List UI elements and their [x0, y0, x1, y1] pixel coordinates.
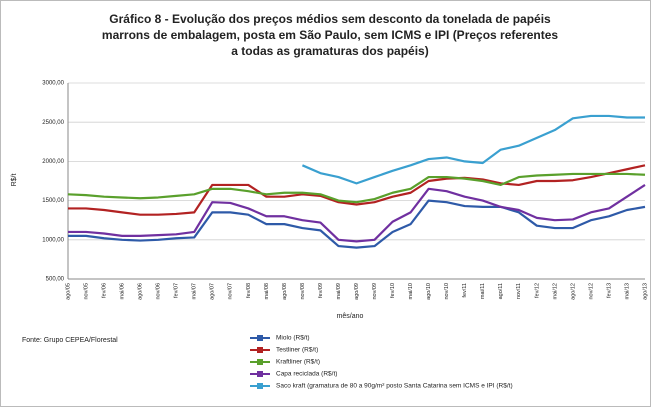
legend-label: Kraftliner (R$/t) [276, 359, 320, 366]
legend-label: Testliner (R$/t) [276, 347, 318, 354]
source: Fonte: Grupo CEPEA/Florestal [22, 337, 118, 344]
x-tick-label: ago/10 [426, 283, 432, 300]
series-line [68, 199, 646, 249]
x-tick-label: ago/08 [282, 283, 288, 300]
x-tick-label: fev/09 [318, 283, 324, 298]
legend-label: Saco kraft (gramatura de 80 a 90g/m² pos… [276, 383, 513, 390]
x-tick-label: fev/13 [606, 283, 612, 298]
x-tick-label: nov/12 [588, 283, 594, 300]
legend-marker [257, 359, 263, 365]
legend-label: Miolo (R$/t) [276, 335, 310, 342]
x-tick-label: nov/09 [372, 283, 378, 300]
x-tick-label: nov/07 [228, 283, 234, 300]
x-tick-label: mai/09 [336, 283, 342, 300]
x-tick-label: nov/10 [444, 283, 450, 300]
chart-subtitle: a todas as gramaturas dos papéis) [231, 44, 428, 58]
series-line [68, 183, 646, 243]
series-line [68, 164, 646, 216]
x-tick-label: fev/12 [534, 283, 540, 298]
x-tick-label: nov/05 [83, 283, 89, 300]
x-tick-label: mai/08 [264, 283, 270, 300]
series-line [67, 172, 646, 204]
x-tick-label: nov/08 [300, 283, 306, 300]
y-tick-label: 1000,00 [42, 237, 64, 243]
x-tick-label: fev/11 [462, 283, 468, 298]
x-tick-label: mai/10 [408, 283, 414, 300]
y-axis-label: R$/t [11, 174, 18, 187]
x-tick-label: ago/13 [642, 283, 648, 300]
series-line [301, 114, 645, 185]
y-tick-label: 1500,00 [42, 198, 64, 204]
x-tick-label: ago/06 [138, 283, 144, 300]
x-tick-label: ago/11 [498, 283, 504, 299]
y-tick-label: 2500,00 [42, 120, 64, 126]
legend-marker [257, 335, 263, 341]
chart-title: Gráfico 8 - Evolução dos preços médios s… [109, 12, 551, 26]
y-tick-label: 3000,00 [42, 81, 64, 87]
x-tick-label: fev/08 [246, 283, 252, 298]
x-tick-label: ago/05 [65, 283, 71, 300]
legend-marker [257, 383, 263, 389]
chart-subtitle: marrons de embalagem, posta em São Paulo… [102, 28, 558, 42]
x-axis-label: mês/ano [337, 313, 364, 320]
x-tick-label: ago/09 [354, 283, 360, 300]
x-tick-label: nov/06 [156, 283, 162, 300]
x-tick-label: fev/07 [174, 283, 180, 298]
x-tick-label: mai/13 [624, 283, 630, 300]
legend-marker [257, 371, 263, 377]
x-tick-label: mai/07 [192, 283, 198, 300]
x-tick-label: ago/07 [210, 283, 216, 300]
x-tick-label: fev/10 [390, 283, 396, 298]
x-tick-label: nov/11 [516, 283, 522, 299]
x-tick-label: ago/12 [570, 283, 576, 300]
y-tick-label: 500,00 [46, 277, 65, 283]
y-tick-label: 2000,00 [42, 159, 64, 165]
legend-label: Capa reciclada (R$/t) [276, 371, 337, 378]
x-tick-label: fev/06 [102, 283, 108, 298]
x-tick-label: mai/12 [552, 283, 558, 300]
legend-marker [257, 347, 263, 353]
x-tick-label: mai/11 [480, 283, 486, 299]
x-tick-label: mai/06 [120, 283, 126, 300]
